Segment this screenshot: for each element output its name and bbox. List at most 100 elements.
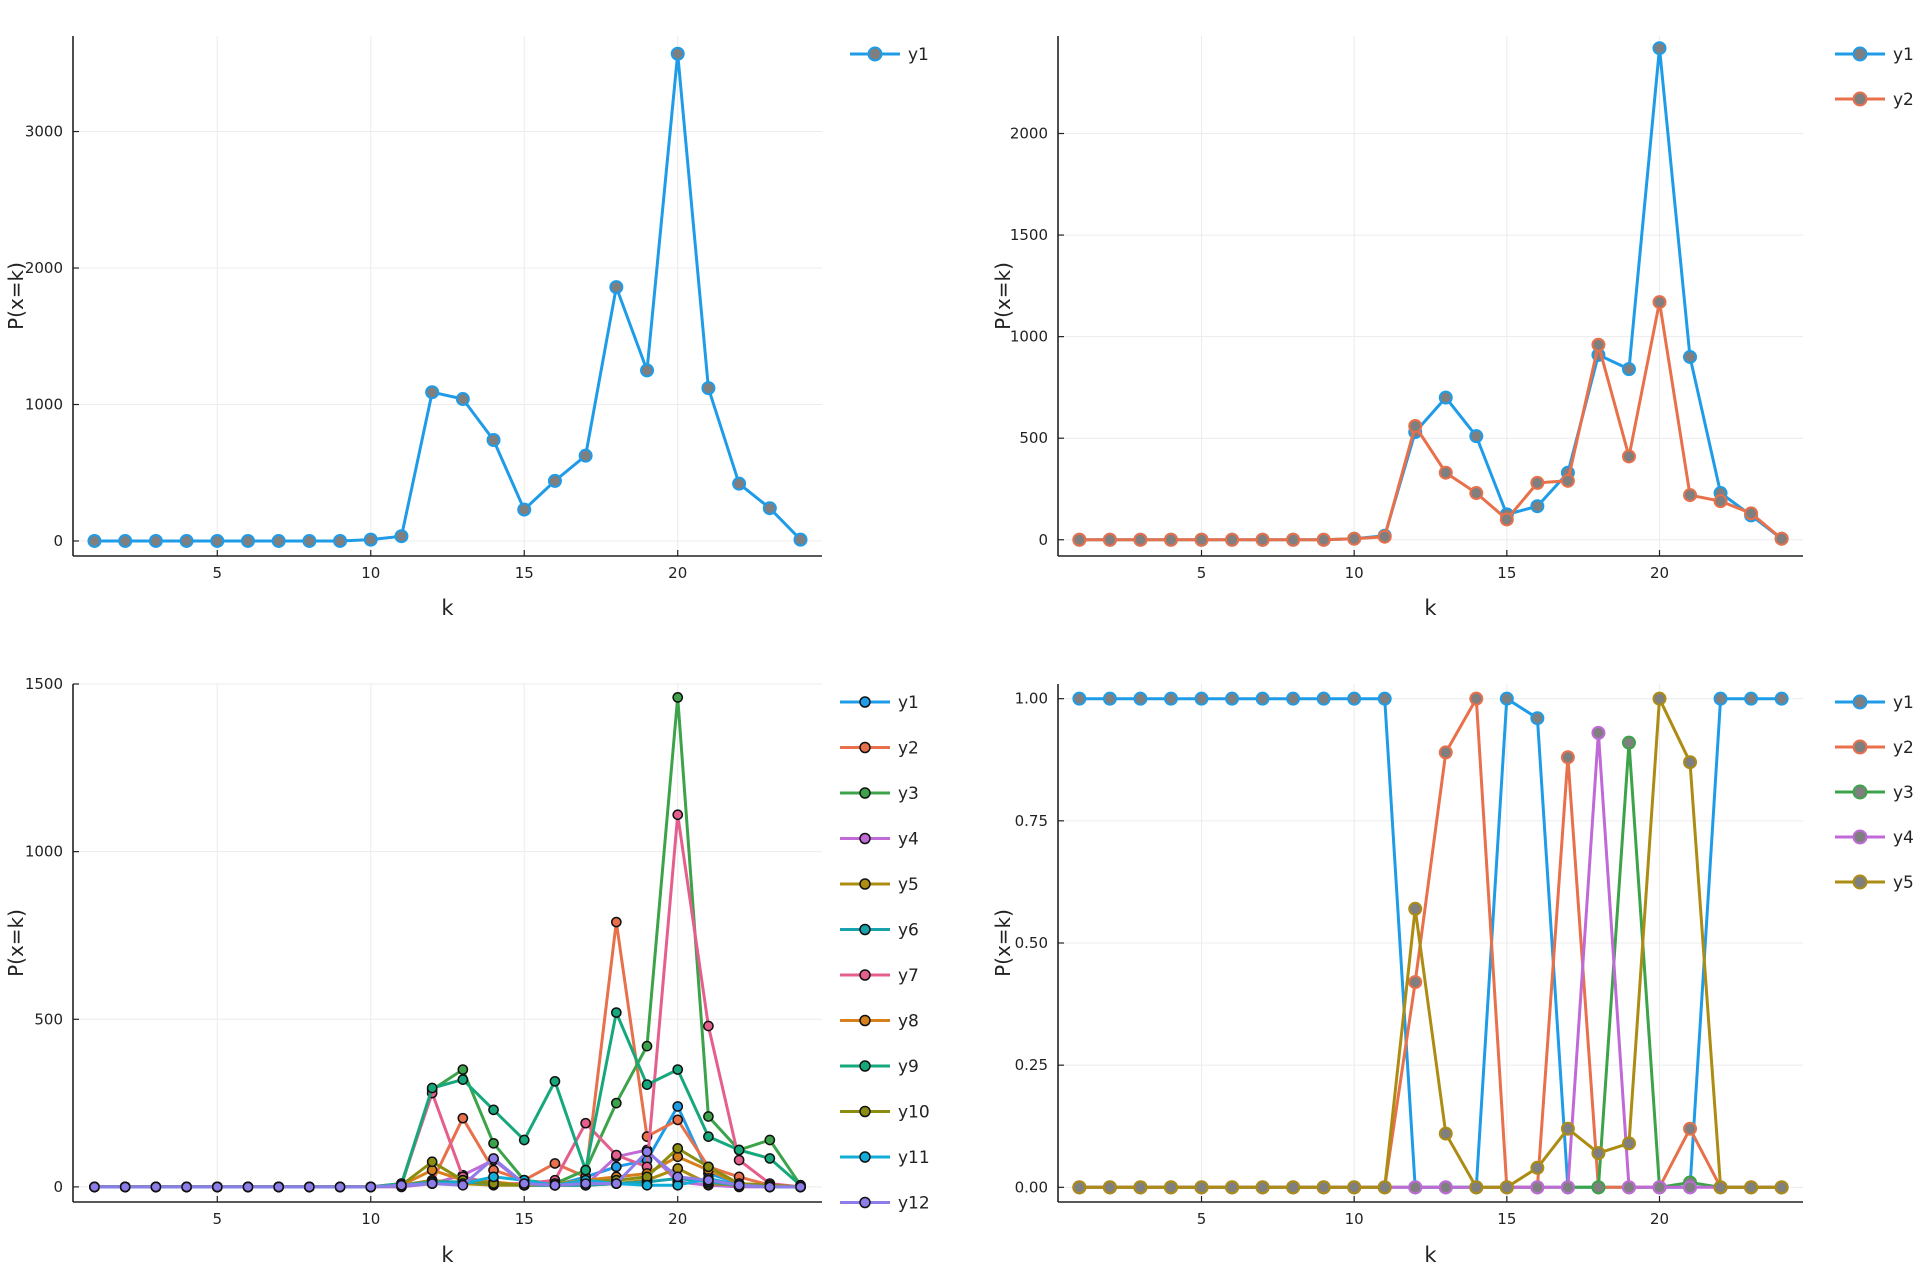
data-point (762, 501, 777, 516)
x-tick-label: 20 (668, 1210, 687, 1228)
data-point (764, 1134, 776, 1146)
y-axis-label: P(x=k) (991, 909, 1015, 977)
data-point (1133, 532, 1148, 547)
legend-label: y11 (898, 1148, 930, 1168)
data-point (1713, 691, 1728, 706)
data-point (1347, 1180, 1362, 1195)
x-tick-label: 5 (1197, 564, 1207, 582)
data-point (1652, 295, 1667, 310)
data-point (610, 916, 622, 928)
data-point (457, 1064, 469, 1075)
series-y7 (89, 809, 806, 1193)
data-point (273, 1181, 285, 1193)
data-point (1255, 532, 1270, 547)
y-tick-label: 1000 (25, 396, 63, 414)
legend: y1 (850, 45, 929, 65)
data-point (1316, 1180, 1331, 1195)
data-point (1560, 473, 1575, 488)
data-point (641, 1040, 653, 1052)
data-point (1286, 691, 1301, 706)
chart-panel-1: 5 10 15 20 0 1000 2000 3000 k P(x=k) y1 (4, 36, 929, 620)
data-point (549, 1075, 561, 1087)
chart-panel-2: 5 10 15 20 0 500 1000 1500 2000 k P(x=k) y1 y2 (991, 36, 1914, 620)
data-point (1591, 1146, 1606, 1161)
data-point (1133, 1180, 1148, 1195)
data-point (733, 1179, 745, 1191)
data-point (1225, 1180, 1240, 1195)
data-point (394, 529, 409, 544)
data-point (1469, 486, 1484, 501)
data-point (610, 1178, 622, 1189)
x-axis-label: k (1424, 596, 1437, 620)
data-point (703, 1161, 714, 1173)
data-point (1591, 1180, 1606, 1195)
data-point (1194, 691, 1209, 706)
legend-label: y7 (898, 966, 919, 986)
data-point (795, 1181, 806, 1193)
y-tick-label: 0 (53, 1178, 63, 1196)
series-line-y4 (1079, 731, 1782, 1189)
data-point (1560, 750, 1575, 765)
data-point (457, 1112, 469, 1124)
data-point (1408, 901, 1423, 916)
x-axis-label: k (1424, 1243, 1437, 1267)
data-point (181, 1181, 192, 1193)
data-point (1560, 1180, 1575, 1195)
data-point (457, 1179, 469, 1191)
series-line-y1 (94, 52, 802, 543)
data-point (486, 432, 501, 447)
data-point (1225, 691, 1240, 706)
legend: y1 y2 y3 y4 y5 (1835, 693, 1914, 893)
data-point (1286, 1180, 1301, 1195)
data-point (1072, 691, 1087, 706)
data-point (1683, 349, 1698, 364)
series-line-y2 (94, 920, 801, 1189)
data-point (210, 533, 225, 548)
series-y12 (89, 1146, 806, 1193)
data-point (517, 502, 532, 517)
data-point (1408, 419, 1423, 433)
x-tick-label: 15 (1497, 564, 1516, 582)
data-point (1194, 532, 1209, 547)
chart-panel-3: 5 10 15 20 0 500 1000 1500 k P(x=k) y1 y2 y3 y4 y5 y6 y7… (4, 675, 930, 1267)
data-point (1163, 691, 1178, 706)
data-point (1591, 725, 1606, 740)
data-point (1499, 1180, 1514, 1195)
series-line-y3 (1079, 741, 1782, 1189)
data-point (1499, 512, 1514, 527)
data-point (148, 533, 163, 548)
x-tick-label: 10 (1345, 1210, 1364, 1228)
data-point (425, 385, 440, 400)
legend-label: y4 (1893, 828, 1914, 848)
y-axis-label: P(x=k) (4, 909, 28, 977)
legend-marker (859, 832, 871, 845)
legend-label: y5 (1893, 873, 1914, 893)
series-line-y7 (94, 813, 801, 1189)
data-point (1469, 429, 1484, 444)
data-point (457, 1074, 469, 1085)
data-point (1194, 1180, 1209, 1195)
data-point (580, 1117, 591, 1129)
x-tick-label: 5 (1197, 1210, 1207, 1228)
data-point (1774, 1180, 1789, 1195)
legend-label: y2 (1893, 90, 1914, 110)
y-tick-label: 0 (53, 532, 63, 550)
data-point (1438, 465, 1453, 480)
data-point (672, 1101, 684, 1112)
legend-label: y1 (1893, 45, 1914, 65)
data-point (672, 809, 684, 821)
series-line-y9 (94, 1011, 802, 1189)
data-point (703, 1174, 714, 1186)
data-point (119, 1181, 131, 1193)
data-point (672, 692, 684, 703)
legend-marker (859, 1105, 871, 1118)
data-point (179, 533, 194, 548)
x-tick-label: 5 (213, 1210, 223, 1228)
legend-marker (859, 696, 871, 708)
data-point (610, 1097, 622, 1109)
data-point (1072, 532, 1087, 547)
legend-marker (859, 741, 871, 754)
x-tick-label: 15 (515, 564, 534, 582)
y-tick-label: 500 (34, 1010, 63, 1028)
legend-marker (859, 969, 871, 981)
